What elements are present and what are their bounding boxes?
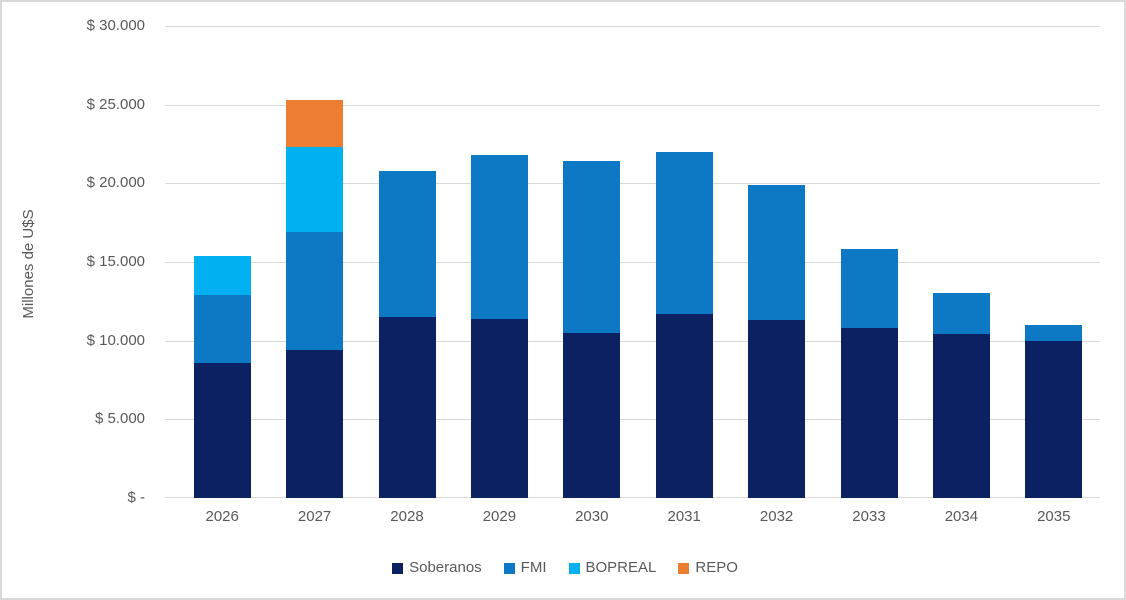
legend-swatch-icon [568, 562, 580, 574]
x-tick-label: 2026 [205, 508, 239, 525]
bar-segment-soberanos-2032 [748, 320, 806, 498]
bar-segment-soberanos-2035 [1025, 340, 1083, 498]
x-tick-label: 2034 [944, 508, 979, 525]
legend-label: BOPREAL [585, 559, 657, 576]
x-tick-label: 2032 [759, 508, 794, 525]
x-tick-label: 2035 [1037, 508, 1071, 525]
bar-segment-fmi-2028 [378, 170, 436, 318]
x-tick-label: 2029 [482, 508, 517, 525]
bar-segment-fmi-2030 [563, 161, 621, 333]
legend-label: FMI [520, 559, 547, 576]
bar-segment-soberanos-2034 [932, 334, 990, 498]
bar-segment-fmi-2032 [748, 184, 806, 321]
bar-segment-fmi-2029 [470, 155, 528, 319]
bar-segment-fmi-2026 [193, 295, 251, 363]
bar-segment-fmi-2027 [286, 232, 344, 351]
legend: Soberanos FMI BOPREAL REPO [2, 559, 1124, 577]
legend-label: Soberanos [409, 559, 482, 576]
legend-swatch-icon [503, 562, 515, 574]
gridline [165, 104, 1100, 106]
y-tick-label: $ 25.000 [86, 95, 145, 113]
bar-segment-bopreal-2027 [286, 147, 344, 233]
x-tick-label: 2027 [297, 508, 332, 525]
y-tick-label: $ 10.000 [86, 331, 145, 349]
x-tick-label: 2031 [667, 508, 701, 525]
y-tick-label: $ 15.000 [86, 253, 145, 270]
bar-segment-soberanos-2027 [286, 350, 344, 498]
bar-segment-soberanos-2033 [840, 328, 898, 498]
bar-segment-fmi-2031 [655, 151, 713, 314]
x-tick-label: 2028 [390, 508, 424, 525]
bar-segment-soberanos-2030 [563, 332, 621, 498]
legend-item-soberanos: Soberanos [392, 559, 482, 577]
gridline [165, 26, 1100, 27]
y-tick-label: $ 30.000 [86, 17, 145, 34]
x-tick-label: 2033 [852, 508, 886, 525]
bar-segment-fmi-2033 [840, 249, 898, 329]
gridline [165, 340, 1100, 342]
bar-segment-fmi-2034 [932, 293, 990, 335]
bar-segment-soberanos-2028 [378, 317, 436, 498]
x-tick-label: 2030 [575, 508, 609, 525]
x-axis-line [165, 497, 1100, 498]
legend-swatch-icon [392, 562, 404, 574]
legend-item-bopreal: BOPREAL [568, 559, 657, 577]
y-tick-label: $ - [127, 489, 145, 506]
bar-segment-repo-2027 [286, 99, 344, 148]
y-axis-labels: $ 30.000 $ 25.000 $ 20.000 $ 15.000 $ 10.000… [2, 2, 145, 598]
gridline [165, 262, 1100, 263]
bar-segment-soberanos-2029 [470, 318, 528, 498]
bar-segment-soberanos-2031 [655, 313, 713, 498]
y-tick-label: $ 5.000 [94, 410, 145, 428]
gridline [165, 419, 1100, 421]
bar-segment-bopreal-2026 [193, 255, 251, 296]
y-tick-label: $ 20.000 [86, 174, 145, 192]
legend-item-fmi: FMI [503, 559, 547, 577]
plot-area [165, 26, 1100, 498]
legend-swatch-icon [678, 562, 690, 574]
gridline [165, 183, 1100, 185]
bar-segment-fmi-2035 [1025, 324, 1083, 341]
legend-item-repo: REPO [678, 559, 738, 577]
bar-segment-soberanos-2026 [193, 362, 251, 498]
legend-label: REPO [695, 559, 738, 576]
